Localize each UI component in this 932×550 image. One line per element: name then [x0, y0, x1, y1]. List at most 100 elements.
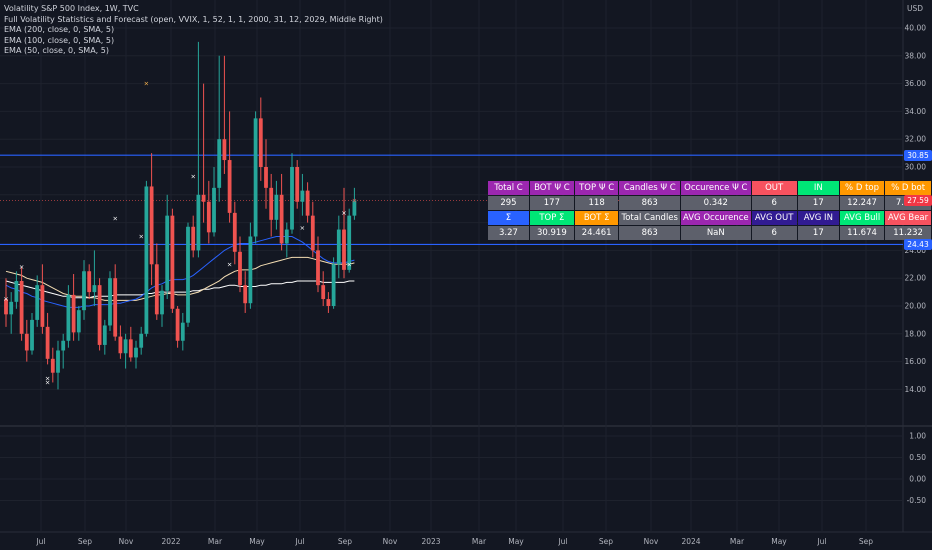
price-tag[interactable]: 24.43 [904, 238, 932, 250]
signal-marker: × [190, 173, 195, 181]
candle-body [269, 187, 274, 220]
price-tick-label: 32.00 [905, 135, 927, 144]
candle-body [217, 139, 222, 188]
candles [4, 41, 357, 390]
stats-cell: OUT [751, 181, 797, 195]
time-tick-label: May [249, 537, 265, 546]
time-tick-label: Sep [78, 537, 92, 546]
price-tick-label: 40.00 [905, 24, 927, 33]
candle-body [165, 215, 170, 291]
candle-body [222, 139, 227, 161]
time-tick-label: Nov [644, 537, 659, 546]
candle-body [196, 194, 201, 251]
candle-body [19, 280, 24, 334]
stats-cell: AVG Occurence [680, 211, 751, 225]
candle-body [87, 271, 92, 293]
signal-marker: × [45, 378, 50, 386]
time-tick-label: May [508, 537, 524, 546]
stats-cell: Total Candles [619, 211, 680, 225]
time-tick-label: Nov [383, 537, 398, 546]
candle-body [300, 190, 305, 202]
stats-cell: % D bot [885, 181, 931, 195]
candle-body [253, 118, 258, 237]
candle-body [40, 285, 45, 327]
ema50-line [5, 236, 355, 308]
stats-cell: BOT Σ [574, 211, 619, 225]
candle-body [30, 319, 34, 351]
signal-marker: × [138, 233, 143, 241]
stats-cell: Occurence Ψ C [680, 181, 751, 195]
price-tick-label: 36.00 [905, 79, 927, 88]
price-tick-label: 18.00 [905, 329, 927, 338]
candle-body [201, 194, 206, 202]
candle-body [170, 215, 175, 309]
candle-body [284, 229, 289, 244]
stats-cell: 177 [529, 196, 574, 210]
chart-grid [0, 0, 932, 533]
indicator-legend-ema50[interactable]: EMA (50, close, 0, SMA, 5) [4, 46, 109, 55]
candle-body [154, 264, 159, 315]
stats-cell: 24.461 [574, 226, 619, 240]
candle-body [227, 160, 232, 213]
ema-lines [5, 236, 355, 308]
candle-body [238, 251, 242, 286]
time-tick-label: May [771, 537, 787, 546]
candle-body [144, 186, 149, 334]
signal-markers: ××××××××××××× [3, 80, 357, 387]
time-tick-label: Nov [119, 537, 134, 546]
candle-body [9, 301, 14, 315]
stats-cell: TOP Σ [529, 211, 574, 225]
candle-body [139, 333, 144, 348]
stats-cell: Total C [488, 181, 529, 195]
indicator-legend-stats[interactable]: Full Volatility Statistics and Forecast … [4, 14, 383, 24]
candle-body [295, 167, 300, 202]
indicator-axis[interactable]: 1.00 0.50 0.00 -0.50 [907, 432, 927, 506]
candle-body [108, 278, 112, 326]
signal-marker: × [3, 295, 8, 303]
indicator-legend-ema200[interactable]: EMA (200, close, 0, SMA, 5) [4, 25, 115, 34]
candle-body [128, 339, 133, 358]
time-tick-label: 2024 [681, 537, 700, 546]
stats-cell: BOT Ψ C [529, 181, 574, 195]
stats-cell: Σ [488, 211, 529, 225]
time-tick-label: Sep [599, 537, 613, 546]
stats-cell: 295 [488, 196, 529, 210]
currency-label: USD [907, 4, 923, 13]
time-tick-label: Mar [472, 537, 487, 546]
time-tick-label: Sep [338, 537, 352, 546]
stats-cell: 17 [797, 226, 839, 240]
candle-body [175, 308, 180, 341]
time-tick-label: Sep [859, 537, 873, 546]
stats-cell: 12.247 [839, 196, 885, 210]
candle-body [336, 229, 341, 265]
candle-body [326, 299, 331, 306]
stats-cell: AVG Bear [885, 211, 931, 225]
candle-body [102, 325, 107, 345]
indicator-legend-ema100[interactable]: EMA (100, close, 0, SMA, 5) [4, 35, 115, 45]
candle-body [206, 201, 211, 233]
candle-body [56, 350, 60, 373]
price-tag[interactable]: 30.85 [904, 149, 932, 161]
time-tick-label: Mar [730, 537, 745, 546]
candle-body [35, 285, 40, 320]
candle-body [274, 194, 279, 220]
candle-body [76, 310, 81, 333]
stats-cell: % D top [839, 181, 885, 195]
stats-cell: AVG Bull [839, 211, 885, 225]
price-tag[interactable]: 27.59 [904, 194, 932, 206]
candle-body [290, 167, 294, 230]
volatility-stats-table: Total C BOT Ψ C TOP Ψ C Candles Ψ C Occurenc… [487, 180, 932, 241]
candle-body [66, 294, 71, 341]
time-axis[interactable]: Jul Sep Nov 2022 Mar May Jul Sep Nov 2023 Mar May Ju… [35, 537, 873, 546]
stats-cell: AVG IN [797, 211, 839, 225]
signal-marker: × [352, 196, 357, 204]
signal-marker: × [112, 214, 117, 222]
price-tick-label: 24.00 [905, 246, 927, 255]
signal-marker: × [19, 263, 24, 271]
symbol-title[interactable]: Volatility S&P 500 Index, 1W, TVC [4, 4, 139, 13]
price-tick-label: 22.00 [905, 274, 927, 283]
candle-body [347, 215, 352, 270]
candle-body [321, 285, 326, 300]
stats-cell: 863 [619, 226, 680, 240]
